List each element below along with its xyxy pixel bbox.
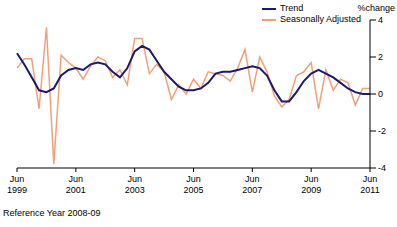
svg-text:Jun2009: Jun2009 (301, 174, 321, 195)
svg-text:2: 2 (378, 52, 383, 62)
svg-text:Jun2001: Jun2001 (66, 174, 86, 195)
svg-text:Jun2011: Jun2011 (360, 174, 379, 195)
svg-text:-4: -4 (378, 163, 386, 173)
html-text:Reference Year 2008-09: Reference Year 2008-09 (3, 208, 101, 218)
html-text:%change: %change (357, 3, 395, 13)
svg-text:4: 4 (378, 15, 383, 25)
svg-text:Jun2003: Jun2003 (125, 174, 145, 195)
svg-text:Jun2007: Jun2007 (242, 174, 262, 195)
svg-text:Jun1999: Jun1999 (8, 174, 27, 195)
svg-text:Jun2005: Jun2005 (183, 174, 203, 195)
svg-text:0: 0 (378, 89, 383, 99)
html-text:Trend: Trend (280, 3, 304, 13)
svg-text:-2: -2 (378, 126, 386, 136)
html-text:Seasonally Adjusted: Seasonally Adjusted (280, 14, 362, 24)
